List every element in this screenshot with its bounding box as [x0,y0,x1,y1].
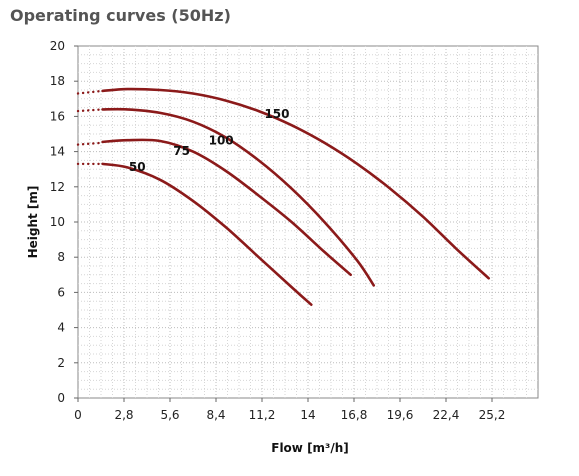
x-axis-label: Flow [m³/h] [271,441,348,455]
series-curves [76,87,490,306]
curve-labels: 50 75 100 150 [129,107,290,174]
y-tick-label: 4 [57,321,65,335]
x-tick-label: 2,8 [114,408,133,422]
x-tick-label: 22,4 [433,408,460,422]
y-tick-label: 8 [57,250,65,264]
series-150-line [101,87,490,280]
y-tick-label: 2 [57,356,65,370]
x-tick-label: 0 [74,408,82,422]
y-axis-ticks: 0 2 4 6 8 10 12 14 16 18 20 [50,39,78,405]
series-100-line [101,107,375,287]
y-tick-label: 6 [57,285,65,299]
y-tick-label: 12 [50,180,65,194]
y-tick-label: 18 [50,74,65,88]
y-tick-label: 20 [50,39,65,53]
series-50-line [101,162,313,306]
curve-label-75: 75 [173,144,190,158]
x-tick-label: 16,8 [341,408,368,422]
x-tick-label: 8,4 [206,408,225,422]
y-tick-label: 10 [50,215,65,229]
curve-label-50: 50 [129,160,146,174]
x-tick-label: 14 [300,408,315,422]
x-tick-label: 19,6 [387,408,414,422]
y-axis-label: Height [m] [26,186,40,259]
curve-label-150: 150 [264,107,289,121]
x-tick-label: 11,2 [249,408,276,422]
series-75-line [101,138,352,277]
chart-title: Operating curves (50Hz) [10,6,231,25]
plot-area [77,45,539,399]
y-tick-label: 14 [50,145,65,159]
x-axis-ticks: 0 2,8 5,6 8,4 11,2 14 16,8 19,6 22,4 25,2 [74,398,505,422]
x-tick-label: 5,6 [160,408,179,422]
y-tick-label: 16 [50,109,65,123]
x-tick-label: 25,2 [479,408,506,422]
y-tick-label: 0 [57,391,65,405]
curve-label-100: 100 [209,134,234,148]
